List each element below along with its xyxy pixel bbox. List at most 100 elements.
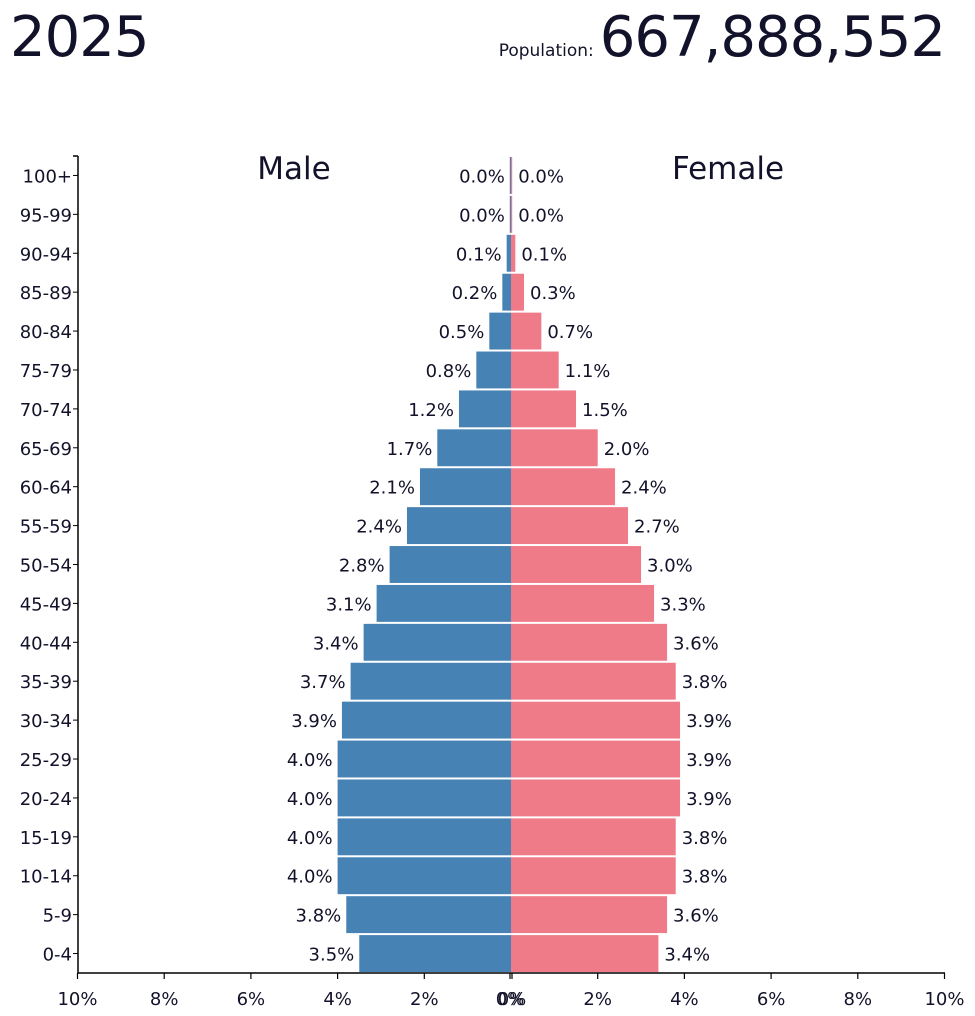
female-bar-65-69 xyxy=(511,429,598,467)
age-group-label-90-94: 90-94 xyxy=(20,244,72,265)
female-bar-45-49 xyxy=(511,584,655,622)
male-value-label-20-24: 4.0% xyxy=(287,789,333,810)
male-bar-45-49 xyxy=(376,584,511,622)
female-value-label-35-39: 3.8% xyxy=(682,672,728,693)
female-value-label-5-9: 3.6% xyxy=(673,906,719,927)
female-value-label-70-74: 1.5% xyxy=(582,400,628,421)
male-bar-70-74 xyxy=(458,390,511,428)
x-tick-label-8: 4% xyxy=(670,989,699,1010)
age-group-label-35-39: 35-39 xyxy=(20,672,72,693)
male-bar-25-29 xyxy=(337,740,511,778)
female-value-label-15-19: 3.8% xyxy=(682,828,728,849)
female-bar-100+ xyxy=(511,157,513,194)
female-value-label-90-94: 0.1% xyxy=(521,244,567,265)
male-bar-35-39 xyxy=(350,662,511,700)
age-group-label-5-9: 5-9 xyxy=(43,906,72,927)
female-value-label-0-4: 3.4% xyxy=(664,945,710,966)
age-group-labels: 0-4 5-9 10-14 15-19 20-24 25-29 30-34 35-39 40-4… xyxy=(20,166,72,965)
female-bar-55-59 xyxy=(511,507,629,545)
age-group-label-55-59: 55-59 xyxy=(20,517,72,538)
female-value-label-45-49: 3.3% xyxy=(660,594,706,615)
female-value-label-50-54: 3.0% xyxy=(647,556,693,577)
male-value-label-90-94: 0.1% xyxy=(456,244,502,265)
x-tick-label-4: 2% xyxy=(410,989,439,1010)
female-bar-10-14 xyxy=(511,857,676,895)
age-group-label-15-19: 15-19 xyxy=(20,828,72,849)
male-bar-50-54 xyxy=(389,546,511,583)
male-value-label-60-64: 2.1% xyxy=(369,478,415,499)
male-bar-85-89 xyxy=(502,273,511,311)
bars-group: 3.5% 3.4% 3.8% 3.6% 4.0% 3.8% 4.0% 3.8% 4.0% 3.9%… xyxy=(287,157,732,972)
female-value-label-10-14: 3.8% xyxy=(682,867,728,888)
female-value-label-85-89: 0.3% xyxy=(530,283,576,304)
age-group-label-0-4: 0-4 xyxy=(43,945,72,966)
male-value-label-5-9: 3.8% xyxy=(296,906,342,927)
male-bar-95-99 xyxy=(509,195,511,233)
male-bar-100+ xyxy=(509,157,511,194)
female-value-label-60-64: 2.4% xyxy=(621,478,667,499)
x-tick-label-6: 0% xyxy=(498,989,527,1010)
male-bar-90-94 xyxy=(506,234,511,272)
female-bar-40-44 xyxy=(511,623,668,661)
female-value-label-25-29: 3.9% xyxy=(686,750,732,771)
population-summary: Population: 667,888,552 xyxy=(498,2,946,74)
male-value-label-65-69: 1.7% xyxy=(387,439,433,460)
age-group-label-85-89: 85-89 xyxy=(20,283,72,304)
female-bar-50-54 xyxy=(511,546,642,583)
age-group-label-60-64: 60-64 xyxy=(20,478,72,499)
female-bar-35-39 xyxy=(511,662,676,700)
male-bar-55-59 xyxy=(406,507,511,545)
male-bar-75-79 xyxy=(476,351,511,389)
age-group-label-25-29: 25-29 xyxy=(20,750,72,771)
female-value-label-65-69: 2.0% xyxy=(604,439,650,460)
male-bar-30-34 xyxy=(341,701,511,739)
male-value-label-25-29: 4.0% xyxy=(287,750,333,771)
male-value-label-50-54: 2.8% xyxy=(339,556,385,577)
female-bar-25-29 xyxy=(511,740,681,778)
male-value-label-80-84: 0.5% xyxy=(439,322,485,343)
male-value-label-75-79: 0.8% xyxy=(426,361,472,382)
male-bar-65-69 xyxy=(437,429,511,467)
male-bar-15-19 xyxy=(337,818,511,856)
x-tick-label-2: 6% xyxy=(237,989,266,1010)
female-bar-70-74 xyxy=(511,390,577,428)
female-bar-90-94 xyxy=(511,234,516,272)
male-value-label-55-59: 2.4% xyxy=(356,517,402,538)
male-value-label-30-34: 3.9% xyxy=(291,711,337,732)
female-bar-20-24 xyxy=(511,779,681,817)
population-label: Population: xyxy=(498,41,594,61)
age-group-label-45-49: 45-49 xyxy=(20,594,72,615)
female-value-label-30-34: 3.9% xyxy=(686,711,732,732)
age-group-label-100+: 100+ xyxy=(23,166,72,187)
age-group-label-80-84: 80-84 xyxy=(20,322,72,343)
age-group-label-50-54: 50-54 xyxy=(20,556,72,577)
age-group-label-75-79: 75-79 xyxy=(20,361,72,382)
male-bar-5-9 xyxy=(346,896,511,934)
female-bar-80-84 xyxy=(511,312,542,350)
male-value-label-40-44: 3.4% xyxy=(313,633,359,654)
male-value-label-0-4: 3.5% xyxy=(309,945,355,966)
male-bar-60-64 xyxy=(419,468,511,506)
female-bar-75-79 xyxy=(511,351,559,389)
female-series-label: Female xyxy=(672,151,784,187)
x-tick-label-9: 6% xyxy=(757,989,786,1010)
age-group-label-65-69: 65-69 xyxy=(20,439,72,460)
male-value-label-10-14: 4.0% xyxy=(287,867,333,888)
female-bar-0-4 xyxy=(511,935,659,972)
x-tick-label-7: 2% xyxy=(583,989,612,1010)
axes-group: 10% 8% 6% 4% 2% 0%0% 2% 4% 6% 8% 10% xyxy=(57,155,965,1010)
x-tick-label-5: 0% xyxy=(496,989,525,1010)
x-tick-label-11: 10% xyxy=(924,989,964,1010)
population-value: 667,888,552 xyxy=(599,5,946,70)
male-bar-40-44 xyxy=(363,623,511,661)
male-bar-0-4 xyxy=(359,935,511,972)
x-tick-label-1: 8% xyxy=(150,989,179,1010)
female-bar-85-89 xyxy=(511,273,525,311)
male-value-label-45-49: 3.1% xyxy=(326,594,372,615)
male-value-label-35-39: 3.7% xyxy=(300,672,346,693)
male-bar-10-14 xyxy=(337,857,511,895)
female-value-label-95-99: 0.0% xyxy=(518,205,564,226)
male-value-label-85-89: 0.2% xyxy=(452,283,498,304)
female-value-label-55-59: 2.7% xyxy=(634,517,680,538)
